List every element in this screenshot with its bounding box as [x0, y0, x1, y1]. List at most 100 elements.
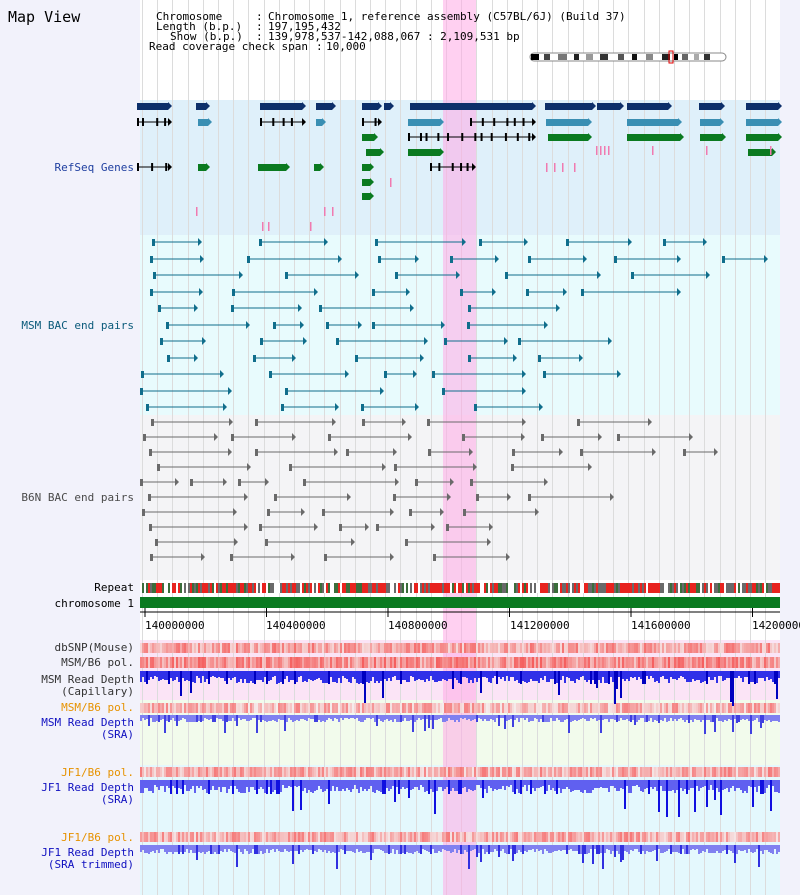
read-depth-bar	[524, 671, 526, 682]
read-depth-bar	[230, 715, 232, 721]
polymorphism-cell	[162, 643, 164, 653]
polymorphism-cell	[208, 643, 210, 653]
polymorphism-cell	[146, 832, 148, 842]
read-depth-bar	[564, 845, 566, 850]
read-depth-bar	[394, 715, 396, 719]
gene-block	[700, 134, 722, 141]
repeat-segment	[626, 583, 628, 593]
polymorphism-cell	[354, 643, 356, 653]
read-depth-bar	[262, 715, 264, 720]
repeat-segment	[214, 583, 216, 593]
read-depth-bar	[220, 780, 222, 792]
bac-end	[372, 322, 375, 329]
polymorphism-cell	[752, 703, 754, 713]
read-depth-bar	[410, 715, 412, 720]
read-depth-bar	[678, 845, 680, 853]
polymorphism-cell	[182, 703, 184, 713]
polymorphism-cell	[682, 767, 684, 777]
polymorphism-cell	[336, 703, 338, 713]
read-depth-bar	[194, 671, 196, 683]
read-depth-bar	[208, 845, 210, 851]
polymorphism-cell	[556, 703, 558, 713]
gene-exon	[528, 133, 531, 141]
read-depth-bar	[498, 715, 500, 726]
polymorphism-cell	[404, 657, 406, 668]
read-depth-bar	[232, 715, 234, 718]
polymorphism-cell	[636, 832, 638, 842]
polymorphism-cell	[670, 703, 672, 713]
read-depth-bar	[258, 715, 260, 720]
repeat-segment	[756, 583, 758, 593]
read-depth-bar	[168, 715, 170, 722]
read-depth-bar	[626, 845, 628, 852]
polymorphism-cell	[340, 832, 342, 842]
polymorphism-cell	[152, 832, 154, 842]
read-depth-bar	[540, 671, 542, 678]
read-depth-bar	[360, 780, 362, 787]
bac-end	[468, 305, 471, 312]
read-depth-bar	[756, 715, 758, 718]
polymorphism-cell	[608, 703, 610, 713]
repeat-segment	[318, 583, 320, 593]
polymorphism-cell	[552, 767, 554, 777]
read-depth-bar	[642, 780, 644, 792]
polymorphism-cell	[426, 657, 428, 668]
read-depth-bar	[444, 715, 446, 722]
read-depth-bar	[758, 780, 760, 786]
read-depth-bar	[320, 780, 322, 789]
read-depth-bar	[306, 671, 308, 682]
polymorphism-cell	[350, 657, 352, 668]
polymorphism-cell	[758, 832, 760, 842]
polymorphism-cell	[692, 643, 694, 653]
read-depth-bar	[318, 671, 320, 678]
polymorphism-cell	[550, 767, 552, 777]
polymorphism-cell	[778, 703, 780, 713]
polymorphism-cell	[682, 657, 684, 668]
bac-end	[376, 524, 379, 531]
polymorphism-cell	[146, 767, 148, 777]
gene-exon	[430, 163, 432, 171]
read-depth-bar	[530, 671, 532, 679]
read-depth-bar	[282, 715, 284, 720]
polymorphism-cell	[664, 643, 666, 653]
gene-strand-arrow	[678, 118, 682, 126]
read-depth-bar	[536, 671, 538, 681]
polymorphism-cell	[692, 703, 694, 713]
polymorphism-cell	[532, 832, 534, 842]
polymorphism-cell	[582, 657, 584, 668]
read-depth-bar	[700, 780, 702, 788]
read-depth-bar	[728, 715, 730, 719]
read-depth-bar	[744, 715, 746, 720]
polymorphism-cell	[710, 767, 712, 777]
repeat-segment	[482, 583, 484, 593]
read-depth-bar	[580, 715, 582, 719]
pink-tick	[196, 207, 198, 216]
selected-region-highlight[interactable]	[443, 0, 476, 895]
polymorphism-cell	[434, 643, 436, 653]
polymorphism-cell	[290, 832, 292, 842]
read-depth-bar	[694, 845, 696, 850]
polymorphism-cell	[710, 643, 712, 653]
polymorphism-cell	[142, 643, 144, 653]
read-depth-bar	[314, 671, 316, 680]
read-depth-bar	[642, 715, 644, 718]
read-depth-bar	[630, 845, 632, 850]
read-depth-bar	[522, 845, 524, 854]
polymorphism-cell	[442, 643, 444, 653]
polymorphism-cell	[214, 703, 216, 713]
polymorphism-cell	[644, 703, 646, 713]
polymorphism-cell	[154, 657, 156, 668]
repeat-segment	[414, 583, 416, 593]
read-depth-bar	[620, 671, 622, 698]
bac-end-arrow	[563, 288, 567, 296]
read-depth-bar	[674, 671, 676, 679]
polymorphism-cell	[234, 767, 236, 777]
chromosome-ideogram[interactable]	[528, 50, 730, 64]
read-depth-bar	[354, 671, 356, 679]
polymorphism-cell	[168, 657, 170, 668]
polymorphism-cell	[372, 703, 374, 713]
read-depth-bar	[154, 845, 156, 853]
polymorphism-cell	[156, 832, 158, 842]
read-depth-bar	[242, 780, 244, 793]
